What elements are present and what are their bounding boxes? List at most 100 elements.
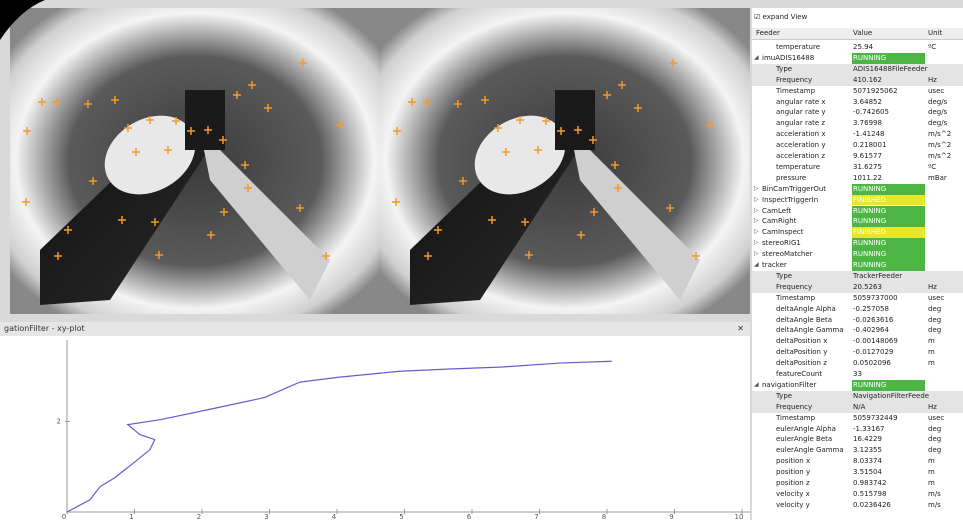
table-header: Feeder Value Unit [752, 28, 963, 40]
feeder-name: position x [776, 456, 810, 467]
checkbox-label: expand View [763, 13, 808, 21]
row-value: 410.162 [852, 75, 929, 86]
table-row: acceleration y0.218001m/s^2 [752, 140, 963, 151]
table-row: ◢trackerRUNNING [752, 260, 963, 271]
feeder-name: navigationFilter [762, 380, 816, 391]
feeder-name: CamInspect [762, 227, 804, 238]
x-tick-label: 4 [332, 513, 337, 520]
row-unit: m [928, 467, 935, 478]
feeder-name: angular rate x [776, 97, 826, 108]
row-unit: m/s^2 [928, 151, 951, 162]
expander-closed: ▷ [754, 216, 759, 227]
x-tick-label: 6 [467, 513, 472, 520]
feeder-name: angular rate y [776, 107, 826, 118]
row-value: NavigationFilterFeeder [852, 391, 929, 402]
x-tick-label: 7 [534, 513, 538, 520]
row-value: -1.33167 [852, 424, 929, 435]
x-tick-label: 9 [669, 513, 673, 520]
row-unit: ºC [928, 162, 936, 173]
row-value: FINISHED [852, 195, 925, 206]
table-row: deltaPosition x-0.00148069m [752, 336, 963, 347]
row-value: ADIS16488FileFeeder [852, 64, 929, 75]
row-unit: deg/s [928, 107, 947, 118]
feeder-name: pressure [776, 173, 806, 184]
row-value: 20.5263 [852, 282, 929, 293]
feeder-name: deltaPosition z [776, 358, 827, 369]
row-unit: m [928, 336, 935, 347]
feeder-name: Timestamp [776, 293, 815, 304]
row-unit: usec [928, 413, 944, 424]
camera-views [0, 0, 750, 320]
expander-closed: ▷ [754, 184, 759, 195]
feeder-name: velocity y [776, 500, 810, 511]
feeder-name: Type [776, 64, 792, 75]
expander-closed: ▷ [754, 195, 759, 206]
row-value: RUNNING [852, 216, 925, 227]
row-value: -0.402964 [852, 325, 929, 336]
row-value: 33 [852, 369, 929, 380]
table-row: ▷InspectTriggerIn FINISHED [752, 195, 963, 206]
row-value: 9.61577 [852, 151, 929, 162]
table-row: Timestamp5059732449usec [752, 413, 963, 424]
feeder-name: Frequency [776, 282, 812, 293]
feeder-name: acceleration z [776, 151, 825, 162]
row-unit: m/s [928, 500, 941, 511]
column-header: Value [853, 28, 872, 39]
feeder-name: temperature [776, 162, 820, 173]
plot-title: gationFilter - xy-plot [4, 322, 85, 336]
table-row: temperature25.94ºC [752, 42, 963, 53]
expander-closed: ▷ [754, 227, 759, 238]
trajectory [67, 361, 612, 512]
table-row: angular rate z3.76998deg/s [752, 118, 963, 129]
feeder-name: Frequency [776, 402, 812, 413]
xy-plot: 012345678910112 [0, 336, 750, 520]
row-value: 3.64852 [852, 97, 929, 108]
feeder-name: BinCamTriggerOut [762, 184, 826, 195]
row-value: 25.94 [852, 42, 929, 53]
table-row: deltaAngle Gamma-0.402964deg [752, 325, 963, 336]
row-unit: m [928, 478, 935, 489]
feeder-name: temperature [776, 42, 820, 53]
row-value: TrackerFeeder [852, 271, 929, 282]
row-value: RUNNING [852, 206, 925, 217]
table-row: FrequencyN/AHz [752, 402, 963, 413]
row-unit: deg [928, 315, 941, 326]
x-tick-label: 8 [602, 513, 606, 520]
row-unit: deg [928, 434, 941, 445]
feeder-name: featureCount [776, 369, 822, 380]
row-unit: Hz [928, 75, 937, 86]
feeder-name: CamRight [762, 216, 796, 227]
table-row: deltaPosition y-0.0127029m [752, 347, 963, 358]
feeder-name: eulerAngle Alpha [776, 424, 836, 435]
expander-open: ◢ [754, 53, 759, 64]
row-value: 31.6275 [852, 162, 929, 173]
feeder-name: deltaAngle Alpha [776, 304, 836, 315]
feeder-name: angular rate z [776, 118, 825, 129]
x-tick-label: 3 [264, 513, 268, 520]
row-value: 0.0236426 [852, 500, 929, 511]
close-button[interactable]: ✕ [737, 322, 744, 336]
row-value: 0.218001 [852, 140, 929, 151]
row-unit: Hz [928, 282, 937, 293]
feeder-name: InspectTriggerIn [762, 195, 818, 206]
row-unit: deg/s [928, 118, 947, 129]
row-value: -0.0127029 [852, 347, 929, 358]
row-unit: m/s^2 [928, 129, 951, 140]
row-value: RUNNING [852, 260, 925, 271]
status-panel: ☑ expand View Feeder Value Unit temperat… [752, 8, 963, 520]
table-row: Type ADIS16488FileFeeder [752, 64, 963, 75]
row-unit: Hz [928, 402, 937, 413]
row-value: -0.742605 [852, 107, 929, 118]
x-tick-label: 5 [399, 513, 403, 520]
feeder-name: Frequency [776, 75, 812, 86]
row-unit: deg [928, 304, 941, 315]
feeder-name: eulerAngle Beta [776, 434, 832, 445]
table-row: Timestamp5071925062usec [752, 86, 963, 97]
expand-checkbox[interactable]: ☑ expand View [754, 12, 807, 23]
column-header: Unit [928, 28, 942, 39]
